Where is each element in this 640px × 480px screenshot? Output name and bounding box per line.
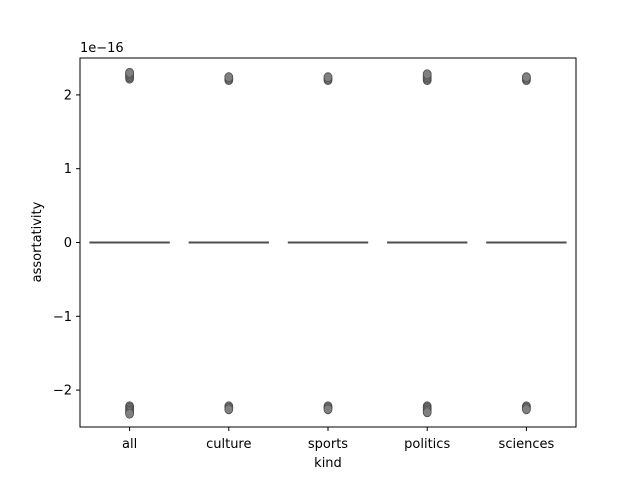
y-tick-label: 0 xyxy=(64,236,72,251)
x-tick-label-politics: politics xyxy=(404,437,450,452)
plot-area xyxy=(89,67,567,419)
y-axis: −2 −1 0 1 2 xyxy=(53,88,80,399)
plot-frame xyxy=(79,57,577,428)
y-tick-label: −1 xyxy=(53,310,72,325)
outlier-point xyxy=(323,404,333,415)
outlier-point xyxy=(422,69,432,80)
x-axis-label: kind xyxy=(314,456,342,471)
y-axis-multiplier: 1e−16 xyxy=(80,41,124,56)
y-axis-label: assortativity xyxy=(30,201,45,282)
x-tick-label-sports: sports xyxy=(308,437,348,452)
outlier-point xyxy=(422,407,432,418)
box-sports xyxy=(287,72,369,415)
outlier-point xyxy=(323,72,333,83)
box-all xyxy=(89,67,170,419)
outlier-point xyxy=(224,72,234,83)
box-politics xyxy=(387,69,468,418)
outlier-point xyxy=(522,404,531,415)
box-sciences xyxy=(486,72,567,415)
x-axis: all culture sports politics sciences xyxy=(122,427,554,452)
outlier-point xyxy=(522,72,531,83)
y-tick-label: −2 xyxy=(53,384,72,399)
outlier-point xyxy=(125,67,135,78)
box-culture xyxy=(188,72,269,415)
y-tick-label: 1 xyxy=(64,162,72,177)
x-tick-label-sciences: sciences xyxy=(499,437,555,452)
outlier-point xyxy=(224,404,234,415)
y-tick-label: 2 xyxy=(64,88,72,103)
x-tick-label-all: all xyxy=(122,437,137,452)
outlier-point xyxy=(125,408,135,419)
x-tick-label-culture: culture xyxy=(206,437,251,452)
